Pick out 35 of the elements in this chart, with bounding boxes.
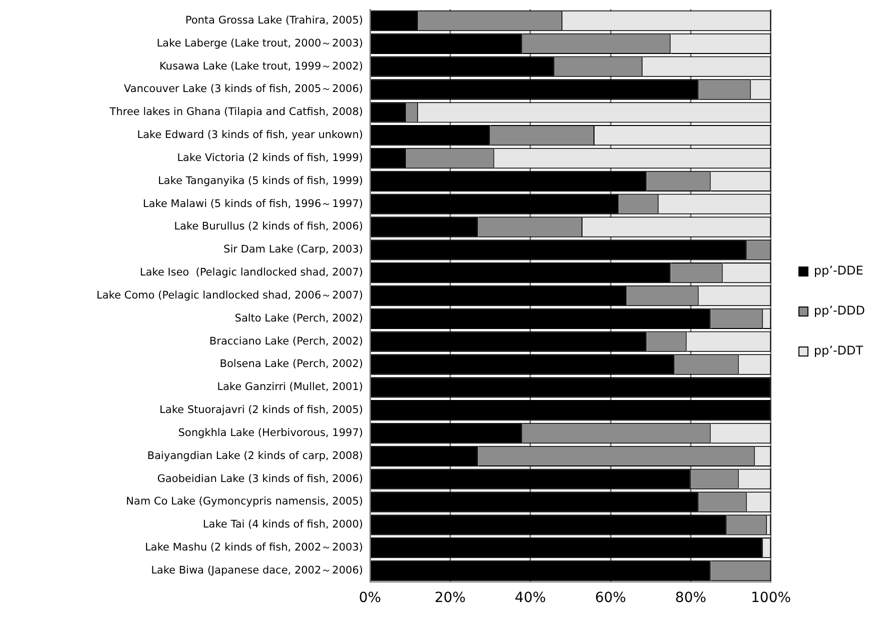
y-tick-label: Lake Edward (3 kinds of fish, year unkown) [137, 129, 363, 142]
x-tick-label: 0% [358, 590, 382, 606]
legend-label: pp’-DDD [814, 304, 866, 318]
y-tick-label: Nam Co Lake (Gymoncypris namensis, 2005) [126, 496, 363, 508]
y-tick-label: Salto Lake (Perch, 2002) [234, 312, 363, 324]
legend-label: pp’-DDE [814, 264, 864, 278]
y-tick-label: Lake Tai (4 kinds of fish, 2000) [202, 518, 363, 531]
y-tick-label: Kusawa Lake (Lake trout, 1999～2002) [159, 60, 363, 72]
y-tick-label: Lake Laberge (Lake trout, 2000～2003) [156, 37, 363, 50]
y-tick-label: Lake Malawi (5 kinds of fish, 1996～1997) [142, 198, 363, 210]
y-tick-label: Bolsena Lake (Perch, 2002) [220, 358, 363, 370]
y-tick-label: Lake Victoria (2 kinds of fish, 1999) [177, 152, 363, 164]
y-tick-label: Baiyangdian Lake (2 kinds of carp, 2008) [147, 450, 363, 462]
legend-label: pp’-DDT [814, 344, 864, 358]
y-tick-label: Ponta Grossa Lake (Trahira, 2005) [185, 14, 363, 26]
y-tick-label: Lake Burullus (2 kinds of fish, 2006) [174, 220, 363, 233]
x-tick-label: 100% [750, 590, 791, 606]
y-tick-label: Lake Mashu (2 kinds of fish, 2002～2003) [144, 542, 363, 554]
y-tick-label: Lake Tanganyika (5 kinds of fish, 1999) [158, 174, 363, 187]
y-tick-label: Bracciano Lake (Perch, 2002) [209, 335, 363, 348]
y-tick-label: Lake Biwa (Japanese dace, 2002～2006) [151, 564, 363, 576]
y-tick-label: Three lakes in Ghana (Tilapia and Catfish, 2008) [108, 106, 363, 118]
y-tick-label: Lake Stuorajavri (2 kinds of fish, 2005) [160, 404, 363, 416]
x-tick-label: 80% [675, 590, 706, 606]
x-tick-label: 60% [594, 590, 626, 606]
y-tick-label: Songkhla Lake (Herbivorous, 1997) [178, 426, 363, 439]
x-tick-label: 20% [434, 590, 466, 606]
y-tick-label: Lake Ganzirri (Mullet, 2001) [217, 381, 363, 394]
y-tick-label: Lake Como (Pelagic landlocked shad, 2006～2007) [96, 289, 363, 302]
y-tick-label: Vancouver Lake (3 kinds of fish, 2005～2006) [124, 83, 363, 96]
bar [370, 400, 771, 421]
y-tick-label: Lake Iseo (Pelagic landlocked shad, 2007) [140, 266, 363, 279]
y-tick-label: Sir Dam Lake (Carp, 2003) [224, 244, 363, 256]
x-tick-label: 40% [514, 590, 546, 606]
y-tick-label: Gaobeidian Lake (3 kinds of fish, 2006) [157, 472, 363, 485]
